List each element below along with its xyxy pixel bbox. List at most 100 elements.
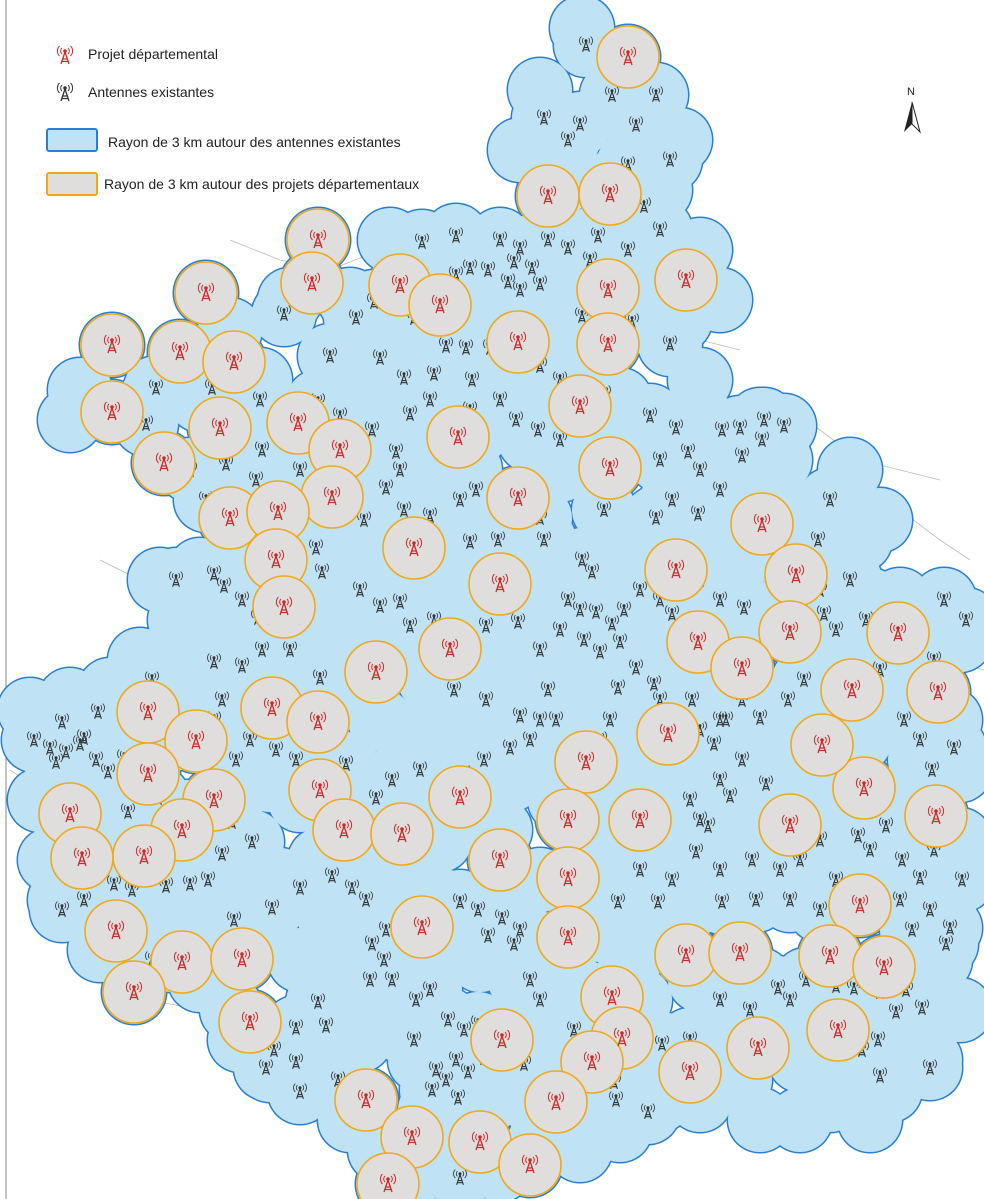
antennes-buffer-circle bbox=[508, 58, 572, 122]
projet-buffer-circle bbox=[708, 921, 772, 985]
projet-buffer-circle bbox=[102, 960, 166, 1024]
projet-buffer-circle bbox=[654, 923, 718, 987]
antennes-buffer-circle bbox=[908, 928, 972, 992]
projet-buffer-circle bbox=[828, 873, 892, 937]
red-antenna-icon bbox=[56, 45, 74, 65]
projet-buffer-circle bbox=[280, 251, 344, 315]
antennes-buffer-circle bbox=[348, 968, 412, 1032]
projet-buffer-circle bbox=[904, 784, 968, 848]
legend-rayon-antennes-label: Rayon de 3 km autour des antennes exista… bbox=[108, 134, 401, 150]
antennes-buffer-circle bbox=[668, 488, 732, 552]
legend-antennes-label: Antennes existantes bbox=[88, 84, 215, 100]
projet-buffer-circle bbox=[758, 793, 822, 857]
black-antenna-icon bbox=[56, 82, 74, 102]
antennes-buffer-circle bbox=[908, 868, 972, 932]
projet-buffer-circle bbox=[132, 431, 196, 495]
antennes-buffer-circle bbox=[48, 728, 112, 792]
projet-buffer-circle bbox=[468, 552, 532, 616]
projet-buffer-circle bbox=[578, 162, 642, 226]
antennes-buffer-circle bbox=[198, 598, 262, 662]
projet-buffer-circle bbox=[820, 658, 884, 722]
projet-buffer-circle bbox=[536, 905, 600, 969]
projet-buffer-circle bbox=[524, 1070, 588, 1134]
projet-buffer-circle bbox=[382, 516, 446, 580]
antennes-buffer-circle bbox=[528, 268, 592, 332]
antennes-buffer-circle bbox=[608, 588, 672, 652]
projet-buffer-circle bbox=[116, 742, 180, 806]
projet-buffer-circle bbox=[536, 846, 600, 910]
projet-buffer-circle bbox=[644, 538, 708, 602]
antennes-buffer-circle bbox=[558, 678, 622, 742]
projet-buffer-circle bbox=[866, 601, 930, 665]
projet-buffer-circle bbox=[356, 1152, 420, 1199]
projet-buffer-circle bbox=[548, 374, 612, 438]
north-label: N bbox=[907, 86, 915, 98]
projet-buffer-circle bbox=[50, 826, 114, 890]
antennes-buffer-circle bbox=[668, 348, 732, 412]
antennes-buffer-circle bbox=[928, 978, 984, 1042]
projet-buffer-circle bbox=[806, 998, 870, 1062]
projet-buffer-circle bbox=[636, 702, 700, 766]
antennes-buffer-circle bbox=[628, 158, 692, 222]
legend-projets-swatch bbox=[46, 172, 98, 196]
projet-buffer-circle bbox=[334, 1068, 398, 1132]
projet-buffer-circle bbox=[300, 465, 364, 529]
antennes-buffer-circle bbox=[398, 348, 462, 412]
legend-rayon-projets-label: Rayon de 3 km autour des projets départe… bbox=[104, 176, 420, 192]
antennes-buffer-circle bbox=[818, 438, 882, 502]
projet-buffer-circle bbox=[710, 636, 774, 700]
projet-buffer-circle bbox=[112, 824, 176, 888]
projet-buffer-circle bbox=[344, 640, 408, 704]
projet-buffer-circle bbox=[408, 273, 472, 337]
projet-buffer-circle bbox=[418, 617, 482, 681]
antennes-buffer-circle bbox=[298, 888, 362, 952]
antennes-buffer-circle bbox=[658, 408, 722, 472]
projet-buffer-circle bbox=[726, 1016, 790, 1080]
projet-buffer-circle bbox=[174, 261, 238, 325]
projet-buffer-circle bbox=[312, 798, 376, 862]
antennes-buffer-circle bbox=[328, 348, 392, 412]
projet-buffer-circle bbox=[470, 1008, 534, 1072]
antennes-buffer-circle bbox=[828, 508, 892, 572]
projet-buffer-circle bbox=[790, 713, 854, 777]
projet-buffer-circle bbox=[84, 899, 148, 963]
projet-buffer-circle bbox=[80, 313, 144, 377]
projet-buffer-circle bbox=[560, 1030, 624, 1094]
projet-buffer-circle bbox=[252, 575, 316, 639]
projet-buffer-circle bbox=[852, 935, 916, 999]
antennes-buffer-circle bbox=[550, 0, 614, 60]
projet-buffer-circle bbox=[486, 310, 550, 374]
projet-buffer-circle bbox=[428, 765, 492, 829]
antennes-buffer-circle bbox=[838, 1088, 902, 1152]
projet-buffer-circle bbox=[218, 990, 282, 1054]
antennes-buffer-circle bbox=[648, 108, 712, 172]
projet-buffer-circle bbox=[576, 258, 640, 322]
antennes-buffer-circle bbox=[168, 868, 232, 932]
projet-buffer-circle bbox=[658, 1040, 722, 1104]
projet-buffer-circle bbox=[906, 660, 970, 724]
projet-buffer-circle bbox=[390, 895, 454, 959]
legend-projet-label: Projet départemental bbox=[88, 46, 218, 62]
projet-buffer-circle bbox=[426, 405, 490, 469]
projet-buffer-circle bbox=[596, 25, 660, 89]
projet-buffer-circle bbox=[608, 788, 672, 852]
projet-buffer-circle bbox=[798, 924, 862, 988]
projet-buffer-circle bbox=[202, 330, 266, 394]
projet-buffer-circle bbox=[536, 788, 600, 852]
projet-buffer-circle bbox=[148, 320, 212, 384]
projet-buffer-circle bbox=[210, 927, 274, 991]
projet-buffer-circle bbox=[468, 828, 532, 892]
antennes-buffer-circle bbox=[488, 118, 552, 182]
projet-buffer-circle bbox=[80, 380, 144, 444]
projet-buffer-circle bbox=[188, 396, 252, 460]
projet-buffer-circle bbox=[164, 709, 228, 773]
projet-buffer-circle bbox=[764, 543, 828, 607]
projet-buffer-circle bbox=[516, 164, 580, 228]
antennes-buffer-circle bbox=[528, 628, 592, 692]
projet-buffer-circle bbox=[730, 492, 794, 556]
projet-buffer-circle bbox=[286, 690, 350, 754]
antennes-buffer-circle bbox=[438, 688, 502, 752]
antennes-buffer-circle bbox=[928, 608, 984, 672]
projet-buffer-circle bbox=[486, 466, 550, 530]
